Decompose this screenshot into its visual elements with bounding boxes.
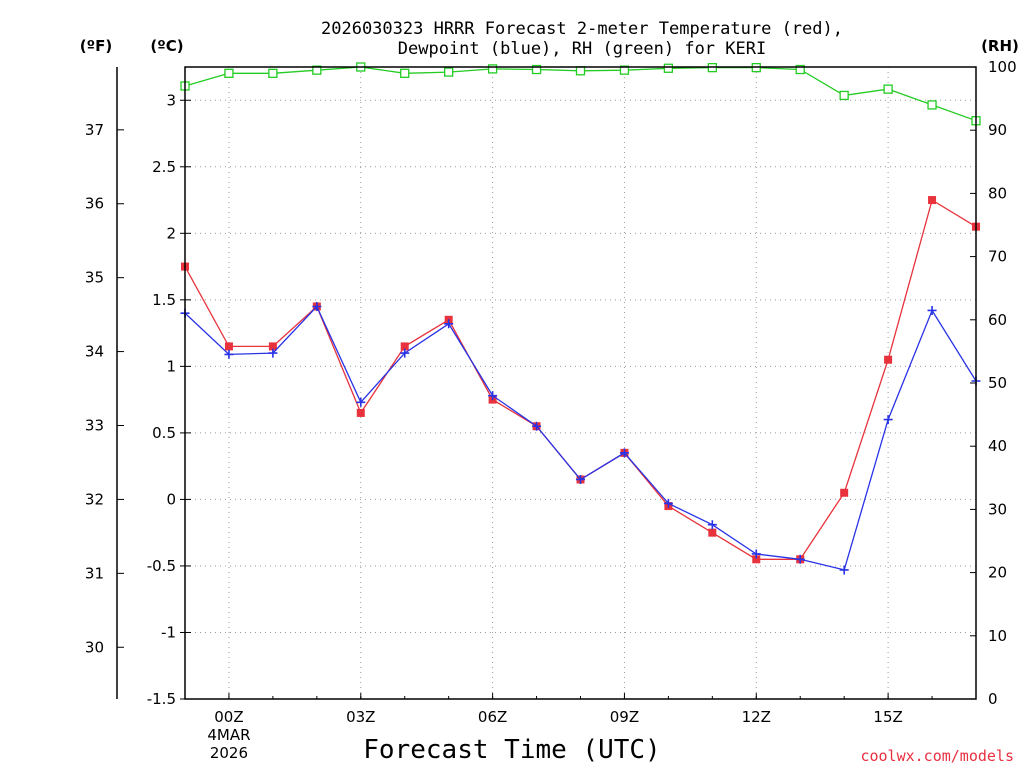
grid-lines: [185, 67, 976, 699]
celsius-tick-label: 0.5: [152, 424, 176, 442]
temperature-point: [400, 342, 409, 351]
celsius-tick-label: 1: [166, 357, 176, 375]
dewpoint-point: [883, 415, 893, 425]
chart-title-line2: Dewpoint (blue), RH (green) for KERI: [398, 39, 766, 59]
rh-tick-label: 100: [988, 58, 1017, 76]
rh-tick-label: 0: [988, 690, 998, 708]
rh-point: [400, 68, 410, 78]
dewpoint-point: [795, 554, 805, 564]
fahrenheit-tick-label: 30: [85, 638, 104, 656]
rh-tick-label: 20: [988, 564, 1007, 582]
credit-text: coolwx.com/models: [860, 747, 1014, 765]
time-tick-label: 06Z: [478, 708, 507, 726]
celsius-tick-label: -1.5: [147, 690, 176, 708]
temperature-point: [268, 342, 277, 351]
celsius-tick-label: 1.5: [152, 291, 176, 309]
celsius-tick-label: 2.5: [152, 158, 176, 176]
rh-point: [487, 64, 498, 74]
rh-point: [312, 65, 322, 75]
temperature-point: [356, 408, 365, 417]
date-label-year: 2026: [210, 744, 248, 762]
dewpoint-point: [444, 319, 454, 329]
fahrenheit-tick-label: 31: [85, 564, 104, 582]
rh-point: [268, 68, 278, 78]
temperature-line: [184, 199, 977, 560]
fahrenheit-axis-label: (ºF): [80, 37, 112, 55]
date-label-day: 4MAR: [207, 726, 250, 744]
dewpoint-line: [184, 305, 977, 571]
dewpoint-point: [707, 520, 717, 530]
dewpoint-point: [927, 305, 937, 315]
dewpoint-point: [663, 498, 673, 508]
temperature-point: [224, 342, 233, 351]
celsius-tick-label: -0.5: [147, 557, 176, 575]
dewpoint-point: [751, 549, 761, 559]
celsius-tick-label: 3: [166, 91, 176, 109]
dewpoint-point: [224, 349, 234, 359]
dewpoint-point: [532, 421, 542, 431]
rh-point: [531, 64, 542, 75]
dewpoint-point: [576, 474, 585, 484]
chart-title-line1: 2026030323 HRRR Forecast 2-meter Tempera…: [321, 19, 843, 39]
celsius-tick-label: -1: [161, 623, 176, 641]
rh-tick-label: 40: [988, 437, 1007, 455]
rh-point: [224, 68, 234, 78]
temperature-point: [708, 528, 717, 537]
dewpoint-point: [839, 565, 849, 575]
dewpoint-point: [488, 391, 498, 401]
rh-point: [883, 84, 893, 94]
rh-tick-label: 30: [988, 500, 1007, 518]
rh-tick-label: 60: [988, 311, 1007, 329]
fahrenheit-tick-label: 37: [85, 121, 104, 139]
data-series: [180, 62, 981, 575]
rh-axis-label: (RH): [981, 37, 1019, 55]
celsius-tick-label: 2: [166, 224, 176, 242]
plot-frame: [184, 66, 977, 700]
time-tick-label: 12Z: [742, 708, 771, 726]
rh-point: [444, 67, 454, 77]
time-tick-label: 03Z: [346, 708, 375, 726]
rh-tick-label: 70: [988, 248, 1007, 266]
x-axis-title: Forecast Time (UTC): [363, 735, 660, 765]
time-tick-label: 00Z: [214, 708, 243, 726]
temperature-point: [928, 196, 937, 205]
temperature-point: [752, 555, 761, 564]
fahrenheit-axis: 37 36 35 34 33 32 31 30: [85, 67, 124, 699]
rh-tick-label: 90: [988, 121, 1007, 139]
rh-point: [795, 64, 805, 75]
dewpoint-point: [400, 348, 410, 358]
dewpoint-point: [268, 348, 278, 358]
celsius-axis: 3 2.5 2 1.5 1 0.5 0 -0.5 -1 -1.5: [147, 91, 191, 708]
fahrenheit-tick-label: 33: [85, 417, 104, 435]
time-tick-label: 15Z: [873, 708, 902, 726]
time-tick-label: 09Z: [610, 708, 639, 726]
temperature-point: [840, 488, 849, 497]
rh-point: [619, 65, 630, 75]
fahrenheit-tick-label: 36: [85, 195, 104, 213]
rh-tick-label: 80: [988, 184, 1007, 202]
celsius-tick-label: 0: [166, 490, 176, 508]
fahrenheit-tick-label: 32: [85, 490, 104, 508]
rh-point: [663, 63, 674, 73]
dewpoint-point: [356, 397, 366, 407]
temperature-point: [884, 355, 893, 364]
rh-point: [927, 100, 937, 110]
rh-point: [575, 66, 586, 76]
celsius-axis-label: (ºC): [150, 37, 183, 55]
fahrenheit-tick-label: 35: [85, 269, 104, 287]
dewpoint-point: [619, 448, 629, 458]
rh-tick-label: 50: [988, 374, 1007, 392]
rh-tick-label: 10: [988, 627, 1007, 645]
fahrenheit-tick-label: 34: [85, 343, 104, 361]
dewpoint-point: [312, 301, 322, 311]
rh-point: [839, 90, 849, 101]
